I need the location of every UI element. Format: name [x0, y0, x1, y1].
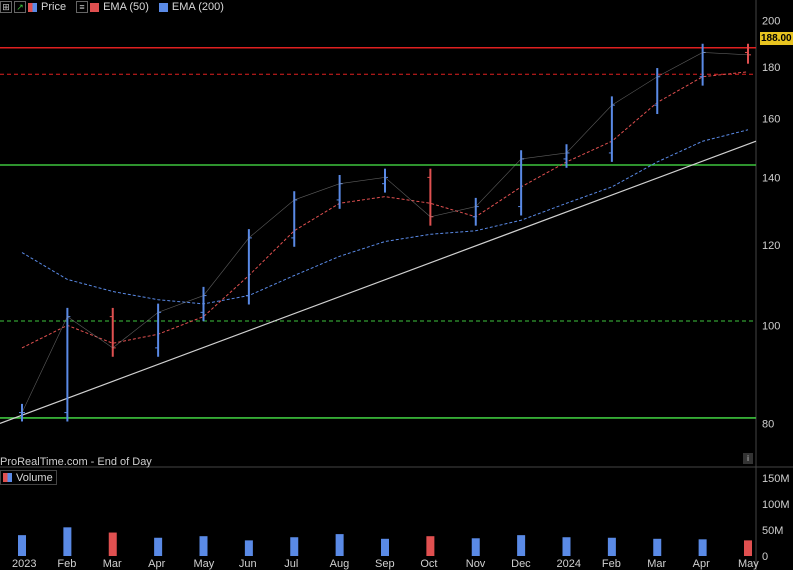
x-tick-label: May	[738, 558, 759, 570]
y-tick-label: 80	[762, 418, 774, 430]
volume-bar	[517, 535, 526, 556]
volume-bar	[63, 527, 72, 556]
volume-bar	[426, 536, 435, 556]
volume-bar	[108, 532, 117, 556]
volume-bar	[698, 539, 707, 556]
volume-bar	[290, 537, 299, 556]
x-tick-label: Mar	[647, 558, 666, 570]
legend-ema50[interactable]: EMA (50)	[90, 1, 149, 13]
volume-bar	[562, 537, 571, 556]
menu-icon[interactable]: ≡	[76, 1, 89, 13]
y-tick-label: 120	[762, 240, 780, 252]
x-tick-label: Jun	[239, 558, 257, 570]
volume-bar	[744, 540, 752, 556]
ema200-swatch-icon	[158, 2, 168, 12]
price-swatch-icon	[28, 2, 37, 12]
volume-legend[interactable]: Volume	[0, 470, 57, 485]
volume-bar	[471, 538, 480, 556]
x-tick-label: Oct	[420, 558, 437, 570]
volume-bar	[199, 536, 208, 556]
x-tick-label: Jul	[284, 558, 298, 570]
last-price-tag: 188.00	[760, 32, 793, 45]
x-tick-label: Dec	[511, 558, 531, 570]
trendline	[0, 140, 757, 425]
info-icon[interactable]: i	[743, 453, 753, 464]
ema200-line	[21, 129, 749, 305]
volume-bar	[335, 534, 344, 556]
y-tick-label: 100	[762, 320, 780, 332]
volume-bar	[381, 538, 389, 556]
x-tick-label: Sep	[375, 558, 395, 570]
volume-legend-label: Volume	[16, 471, 53, 484]
x-tick-label: Feb	[602, 558, 621, 570]
legend-ema200[interactable]: EMA (200)	[158, 1, 224, 13]
volume-tick-label: 100M	[762, 499, 790, 511]
data-credit: ProRealTime.com - End of Day	[0, 456, 152, 468]
ema50-swatch-icon	[90, 2, 100, 12]
y-tick-label: 160	[762, 114, 780, 126]
x-tick-label: Feb	[57, 558, 76, 570]
arrow-up-icon[interactable]: ↗	[14, 1, 26, 13]
y-tick-label: 140	[762, 172, 780, 184]
volume-bar	[653, 538, 662, 556]
x-tick-label: 2024	[557, 558, 581, 570]
price-path	[21, 52, 749, 413]
x-tick-label: 2023	[12, 558, 36, 570]
volume-swatch-icon	[3, 473, 12, 482]
x-tick-label: May	[194, 558, 215, 570]
legend-ema200-label: EMA (200)	[171, 1, 224, 13]
volume-bar	[18, 535, 26, 556]
x-tick-label: Apr	[148, 558, 165, 570]
legend-price-label: Price	[41, 1, 67, 13]
expand-icon[interactable]: ⊞	[0, 1, 12, 13]
y-tick-label: 180	[762, 62, 780, 74]
legend-ema50-label: EMA (50)	[103, 1, 149, 13]
volume-tick-label: 0	[762, 551, 768, 563]
x-tick-label: Nov	[466, 558, 486, 570]
volume-tick-label: 50M	[762, 525, 783, 537]
legend-price[interactable]: Price	[28, 1, 66, 13]
chart-toolbar: ⊞ ↗ Price ≡ EMA (50) EMA (200)	[0, 0, 234, 14]
volume-bar	[154, 537, 163, 556]
x-tick-label: Aug	[330, 558, 350, 570]
volume-bar	[607, 537, 616, 556]
volume-bar	[244, 540, 253, 556]
ema50-line	[21, 71, 749, 349]
x-tick-label: Mar	[103, 558, 122, 570]
x-tick-label: Apr	[693, 558, 710, 570]
y-tick-label: 200	[762, 16, 780, 28]
volume-tick-label: 150M	[762, 473, 790, 485]
